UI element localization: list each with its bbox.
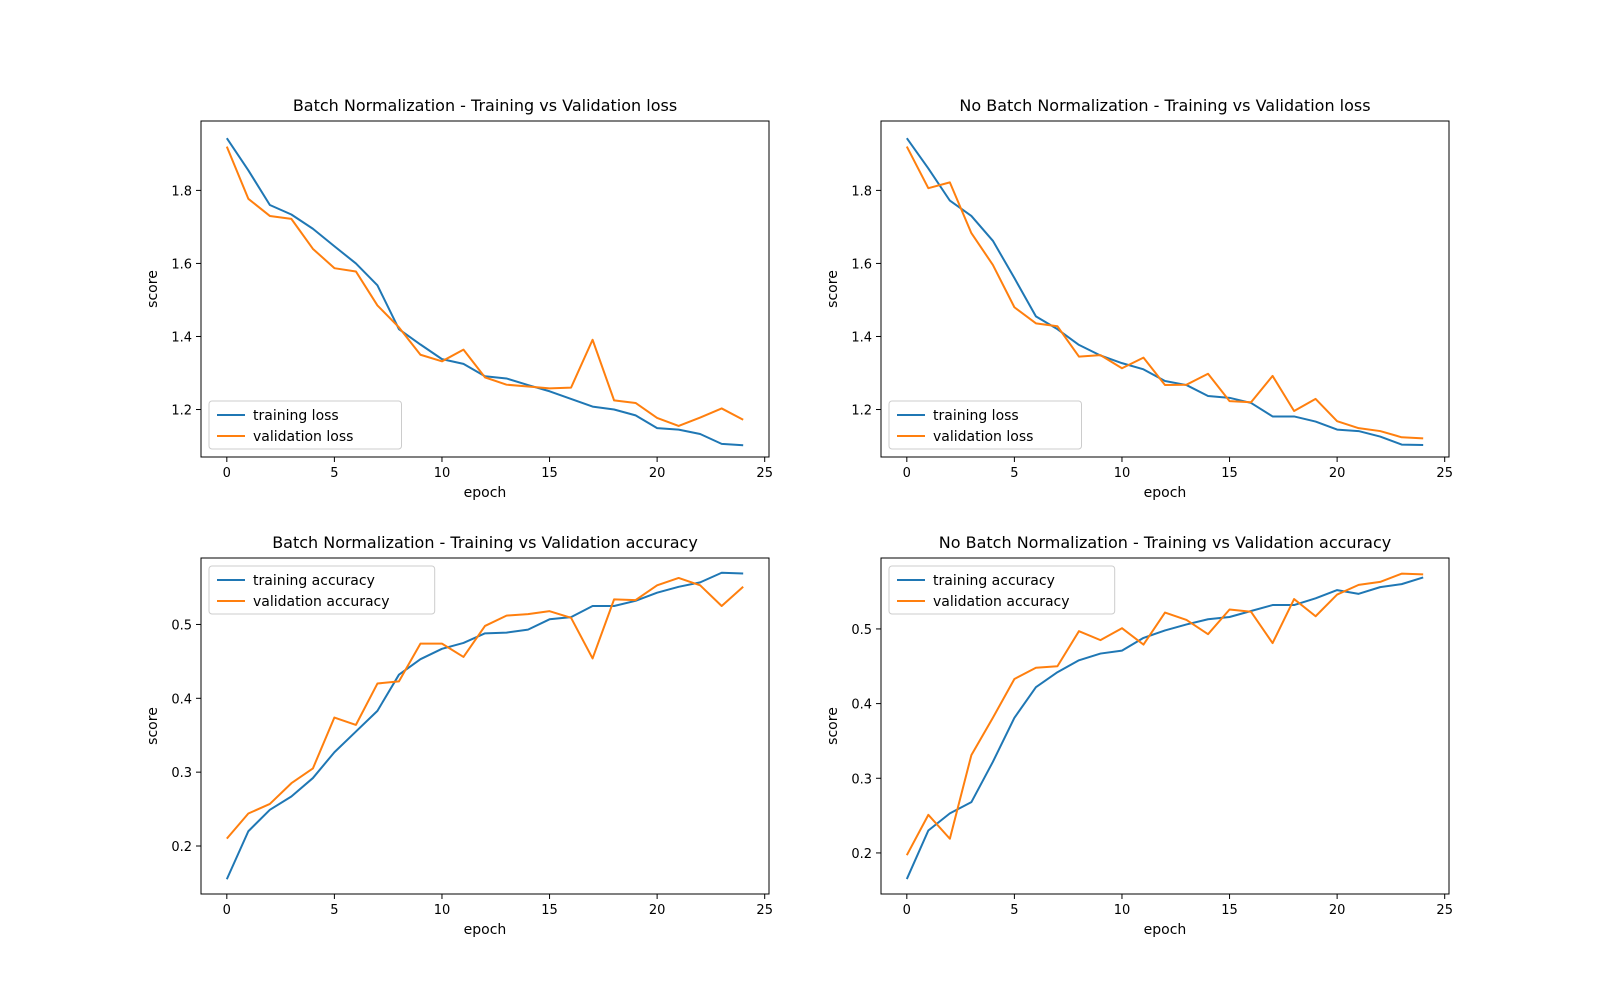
y-tick-label: 0.2 (851, 847, 872, 862)
x-tick-label: 20 (649, 466, 666, 481)
chart-panel-3: No Batch Normalization - Training vs Val… (825, 533, 1453, 938)
chart-panel-2: Batch Normalization - Training vs Valida… (145, 533, 773, 938)
series-line-validation (226, 576, 744, 840)
legend-label-validation: validation loss (933, 429, 1033, 445)
y-axis-label: score (145, 270, 161, 308)
chart-title: Batch Normalization - Training vs Valida… (272, 533, 698, 552)
legend-label-validation: validation accuracy (253, 594, 390, 610)
legend-box (208, 565, 436, 615)
series-line-validation (905, 572, 1424, 856)
series-line-training (906, 137, 1424, 446)
x-tick-label: 25 (756, 466, 773, 481)
x-tick-label: 15 (541, 466, 558, 481)
axes-frame (200, 557, 770, 895)
y-tick-label: 1.8 (851, 184, 872, 199)
x-tick-label: 20 (1329, 903, 1346, 918)
legend-label-training: training loss (253, 408, 339, 424)
legend-label-training: training accuracy (933, 573, 1055, 589)
legend-box (888, 400, 1082, 450)
y-tick-label: 1.2 (171, 404, 192, 419)
x-tick-label: 0 (223, 466, 231, 481)
legend: training loss validation loss (208, 400, 402, 450)
x-tick-label: 25 (1436, 466, 1453, 481)
series-line-validation (905, 146, 1424, 440)
y-axis-label: score (825, 707, 841, 745)
x-axis-label: epoch (1144, 485, 1187, 501)
y-tick-label: 0.4 (851, 698, 872, 713)
y-tick-label: 0.5 (851, 623, 872, 638)
x-tick-label: 5 (1010, 903, 1018, 918)
x-tick-label: 25 (1436, 903, 1453, 918)
x-axis-label: epoch (1144, 922, 1187, 938)
x-tick-label: 15 (1221, 466, 1238, 481)
x-tick-label: 20 (649, 903, 666, 918)
legend-label-validation: validation accuracy (933, 594, 1070, 610)
x-tick-label: 20 (1329, 466, 1346, 481)
y-axis-label: score (825, 270, 841, 308)
legend: training accuracy validation accuracy (208, 565, 436, 615)
chart-title: Batch Normalization - Training vs Valida… (293, 96, 677, 115)
axes-frame (200, 120, 770, 458)
x-tick-label: 5 (330, 466, 338, 481)
y-tick-label: 1.4 (851, 330, 872, 345)
legend-box (208, 400, 402, 450)
chart-title: No Batch Normalization - Training vs Val… (959, 96, 1370, 115)
chart-panel-0: Batch Normalization - Training vs Valida… (145, 96, 773, 501)
y-tick-label: 1.2 (851, 404, 872, 419)
x-tick-label: 10 (1114, 466, 1131, 481)
axes-frame (880, 557, 1450, 895)
x-tick-label: 10 (1114, 903, 1131, 918)
legend-label-training: training loss (933, 408, 1019, 424)
chart-title: No Batch Normalization - Training vs Val… (939, 533, 1391, 552)
x-tick-label: 25 (756, 903, 773, 918)
x-axis-label: epoch (464, 485, 507, 501)
series-line-training (225, 137, 744, 447)
y-tick-label: 0.3 (851, 772, 872, 787)
y-tick-label: 0.2 (171, 840, 192, 855)
x-axis-label: epoch (464, 922, 507, 938)
y-tick-label: 1.8 (171, 184, 192, 199)
x-tick-label: 0 (223, 903, 231, 918)
y-tick-label: 1.6 (171, 257, 192, 272)
x-tick-label: 5 (1010, 466, 1018, 481)
y-tick-label: 0.3 (171, 766, 192, 781)
y-tick-label: 1.6 (851, 257, 872, 272)
x-tick-label: 15 (1221, 903, 1238, 918)
legend: training loss validation loss (888, 400, 1082, 450)
legend-label-validation: validation loss (253, 429, 353, 445)
y-tick-label: 0.4 (171, 692, 192, 707)
x-tick-label: 10 (434, 466, 451, 481)
y-tick-label: 0.5 (171, 618, 192, 633)
x-tick-label: 0 (903, 466, 911, 481)
axes-frame (880, 120, 1450, 458)
series-line-training (225, 571, 744, 880)
series-line-training (905, 576, 1424, 880)
legend-box (888, 565, 1116, 615)
y-axis-label: score (145, 707, 161, 745)
x-tick-label: 10 (434, 903, 451, 918)
series-line-validation (225, 146, 744, 427)
y-tick-label: 1.4 (171, 330, 192, 345)
legend-label-training: training accuracy (253, 573, 375, 589)
x-tick-label: 0 (903, 903, 911, 918)
legend: training accuracy validation accuracy (888, 565, 1116, 615)
x-tick-label: 15 (541, 903, 558, 918)
chart-panel-1: No Batch Normalization - Training vs Val… (825, 96, 1453, 501)
x-tick-label: 5 (330, 903, 338, 918)
